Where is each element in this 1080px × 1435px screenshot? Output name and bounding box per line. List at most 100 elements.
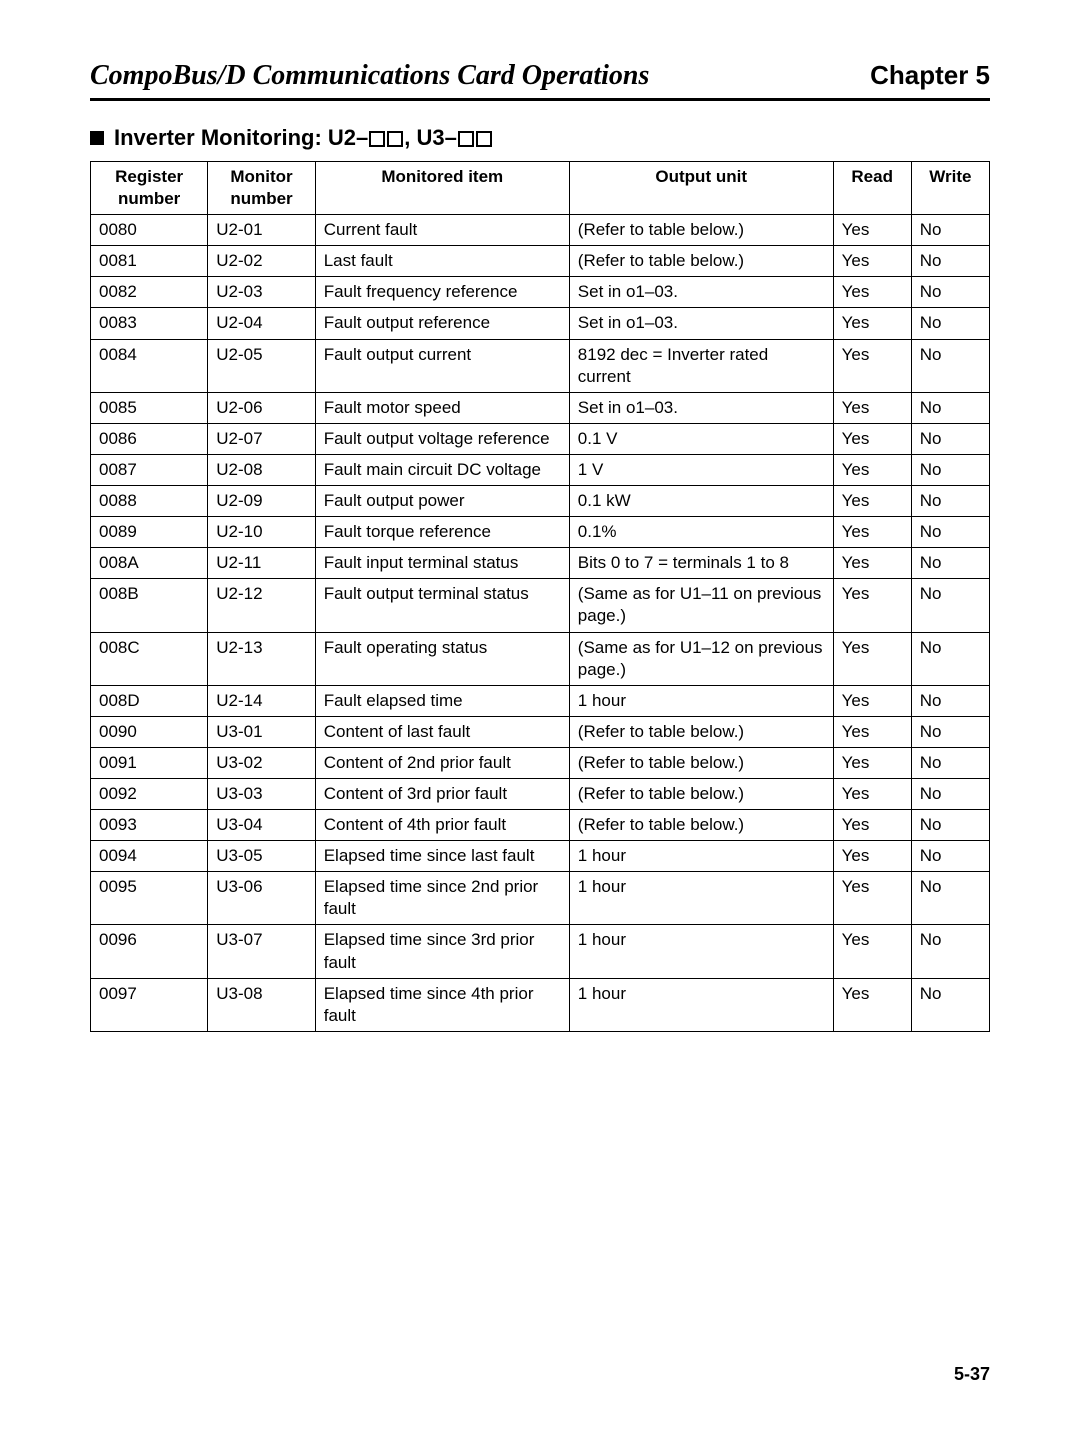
table-row: 008CU2-13Fault operating status(Same as …	[91, 632, 990, 685]
table-cell: (Refer to table below.)	[569, 716, 833, 747]
table-cell: Fault motor speed	[315, 392, 569, 423]
table-row: 0083U2-04Fault output referenceSet in o1…	[91, 308, 990, 339]
table-cell: Yes	[833, 810, 911, 841]
table-cell: U2-09	[208, 486, 315, 517]
table-cell: No	[911, 747, 989, 778]
table-row: 0086U2-07Fault output voltage reference0…	[91, 423, 990, 454]
table-cell: Yes	[833, 925, 911, 978]
table-cell: No	[911, 778, 989, 809]
table-cell: (Refer to table below.)	[569, 747, 833, 778]
table-cell: Yes	[833, 872, 911, 925]
table-cell: No	[911, 872, 989, 925]
table-cell: (Same as for U1–12 on previous page.)	[569, 632, 833, 685]
table-row: 0094U3-05Elapsed time since last fault1 …	[91, 841, 990, 872]
table-cell: (Refer to table below.)	[569, 215, 833, 246]
col-monitor-number: Monitor number	[208, 162, 315, 215]
table-cell: (Same as for U1–11 on previous page.)	[569, 579, 833, 632]
table-row: 0096U3-07Elapsed time since 3rd prior fa…	[91, 925, 990, 978]
table-cell: 0089	[91, 517, 208, 548]
table-cell: Yes	[833, 486, 911, 517]
table-cell: 8192 dec = Inverter rated current	[569, 339, 833, 392]
table-row: 008BU2-12Fault output terminal status(Sa…	[91, 579, 990, 632]
table-cell: Yes	[833, 747, 911, 778]
table-row: 0091U3-02Content of 2nd prior fault(Refe…	[91, 747, 990, 778]
table-cell: No	[911, 486, 989, 517]
placeholder-box-icon	[458, 131, 474, 147]
table-row: 008DU2-14Fault elapsed time1 hourYesNo	[91, 685, 990, 716]
table-cell: Elapsed time since last fault	[315, 841, 569, 872]
section-heading: Inverter Monitoring: U2–, U3–	[90, 125, 990, 151]
table-cell: No	[911, 392, 989, 423]
table-cell: U2-04	[208, 308, 315, 339]
table-cell: Bits 0 to 7 = terminals 1 to 8	[569, 548, 833, 579]
monitoring-table: Register number Monitor number Monitored…	[90, 161, 990, 1032]
table-cell: No	[911, 308, 989, 339]
table-cell: Fault main circuit DC voltage	[315, 454, 569, 485]
table-cell: Elapsed time since 2nd prior fault	[315, 872, 569, 925]
table-cell: Yes	[833, 392, 911, 423]
table-cell: (Refer to table below.)	[569, 810, 833, 841]
table-cell: Content of 3rd prior fault	[315, 778, 569, 809]
table-header-row: Register number Monitor number Monitored…	[91, 162, 990, 215]
table-cell: U3-08	[208, 978, 315, 1031]
table-cell: Fault torque reference	[315, 517, 569, 548]
table-cell: Yes	[833, 246, 911, 277]
table-cell: 008A	[91, 548, 208, 579]
table-cell: Fault elapsed time	[315, 685, 569, 716]
table-cell: U2-02	[208, 246, 315, 277]
table-cell: 1 hour	[569, 978, 833, 1031]
table-cell: Set in o1–03.	[569, 392, 833, 423]
table-cell: (Refer to table below.)	[569, 246, 833, 277]
table-cell: Fault output reference	[315, 308, 569, 339]
table-row: 0088U2-09Fault output power0.1 kWYesNo	[91, 486, 990, 517]
table-cell: 0097	[91, 978, 208, 1031]
table-cell: Fault output voltage reference	[315, 423, 569, 454]
table-cell: Yes	[833, 685, 911, 716]
table-cell: U2-10	[208, 517, 315, 548]
table-cell: 008D	[91, 685, 208, 716]
table-cell: Yes	[833, 215, 911, 246]
placeholder-box-icon	[387, 131, 403, 147]
table-cell: Last fault	[315, 246, 569, 277]
table-cell: Yes	[833, 716, 911, 747]
table-row: 0081U2-02Last fault(Refer to table below…	[91, 246, 990, 277]
table-cell: 0086	[91, 423, 208, 454]
document-title: CompoBus/D Communications Card Operation…	[90, 60, 649, 92]
table-row: 0089U2-10Fault torque reference0.1%YesNo	[91, 517, 990, 548]
table-row: 0082U2-03Fault frequency referenceSet in…	[91, 277, 990, 308]
table-cell: 0.1%	[569, 517, 833, 548]
section-title: Inverter Monitoring: U2–, U3–	[114, 125, 493, 151]
table-cell: 0083	[91, 308, 208, 339]
table-cell: 0081	[91, 246, 208, 277]
col-output-unit: Output unit	[569, 162, 833, 215]
chapter-label: Chapter 5	[870, 60, 990, 91]
table-cell: No	[911, 277, 989, 308]
table-cell: Fault input terminal status	[315, 548, 569, 579]
table-cell: U2-07	[208, 423, 315, 454]
table-cell: Content of 4th prior fault	[315, 810, 569, 841]
table-cell: Yes	[833, 632, 911, 685]
table-cell: 1 hour	[569, 872, 833, 925]
table-cell: 0093	[91, 810, 208, 841]
table-cell: No	[911, 517, 989, 548]
table-cell: U3-02	[208, 747, 315, 778]
table-cell: Yes	[833, 778, 911, 809]
table-cell: No	[911, 454, 989, 485]
table-cell: Set in o1–03.	[569, 308, 833, 339]
table-cell: U3-06	[208, 872, 315, 925]
table-cell: U2-05	[208, 339, 315, 392]
table-row: 008AU2-11Fault input terminal statusBits…	[91, 548, 990, 579]
table-cell: 1 hour	[569, 841, 833, 872]
table-cell: Fault output current	[315, 339, 569, 392]
table-cell: 0090	[91, 716, 208, 747]
table-cell: Yes	[833, 454, 911, 485]
placeholder-box-icon	[369, 131, 385, 147]
section-sep: ,	[404, 125, 416, 150]
table-body: 0080U2-01Current fault(Refer to table be…	[91, 215, 990, 1032]
table-cell: U2-06	[208, 392, 315, 423]
table-cell: Elapsed time since 4th prior fault	[315, 978, 569, 1031]
table-cell: No	[911, 810, 989, 841]
table-cell: Yes	[833, 308, 911, 339]
table-cell: Yes	[833, 517, 911, 548]
table-cell: U3-01	[208, 716, 315, 747]
